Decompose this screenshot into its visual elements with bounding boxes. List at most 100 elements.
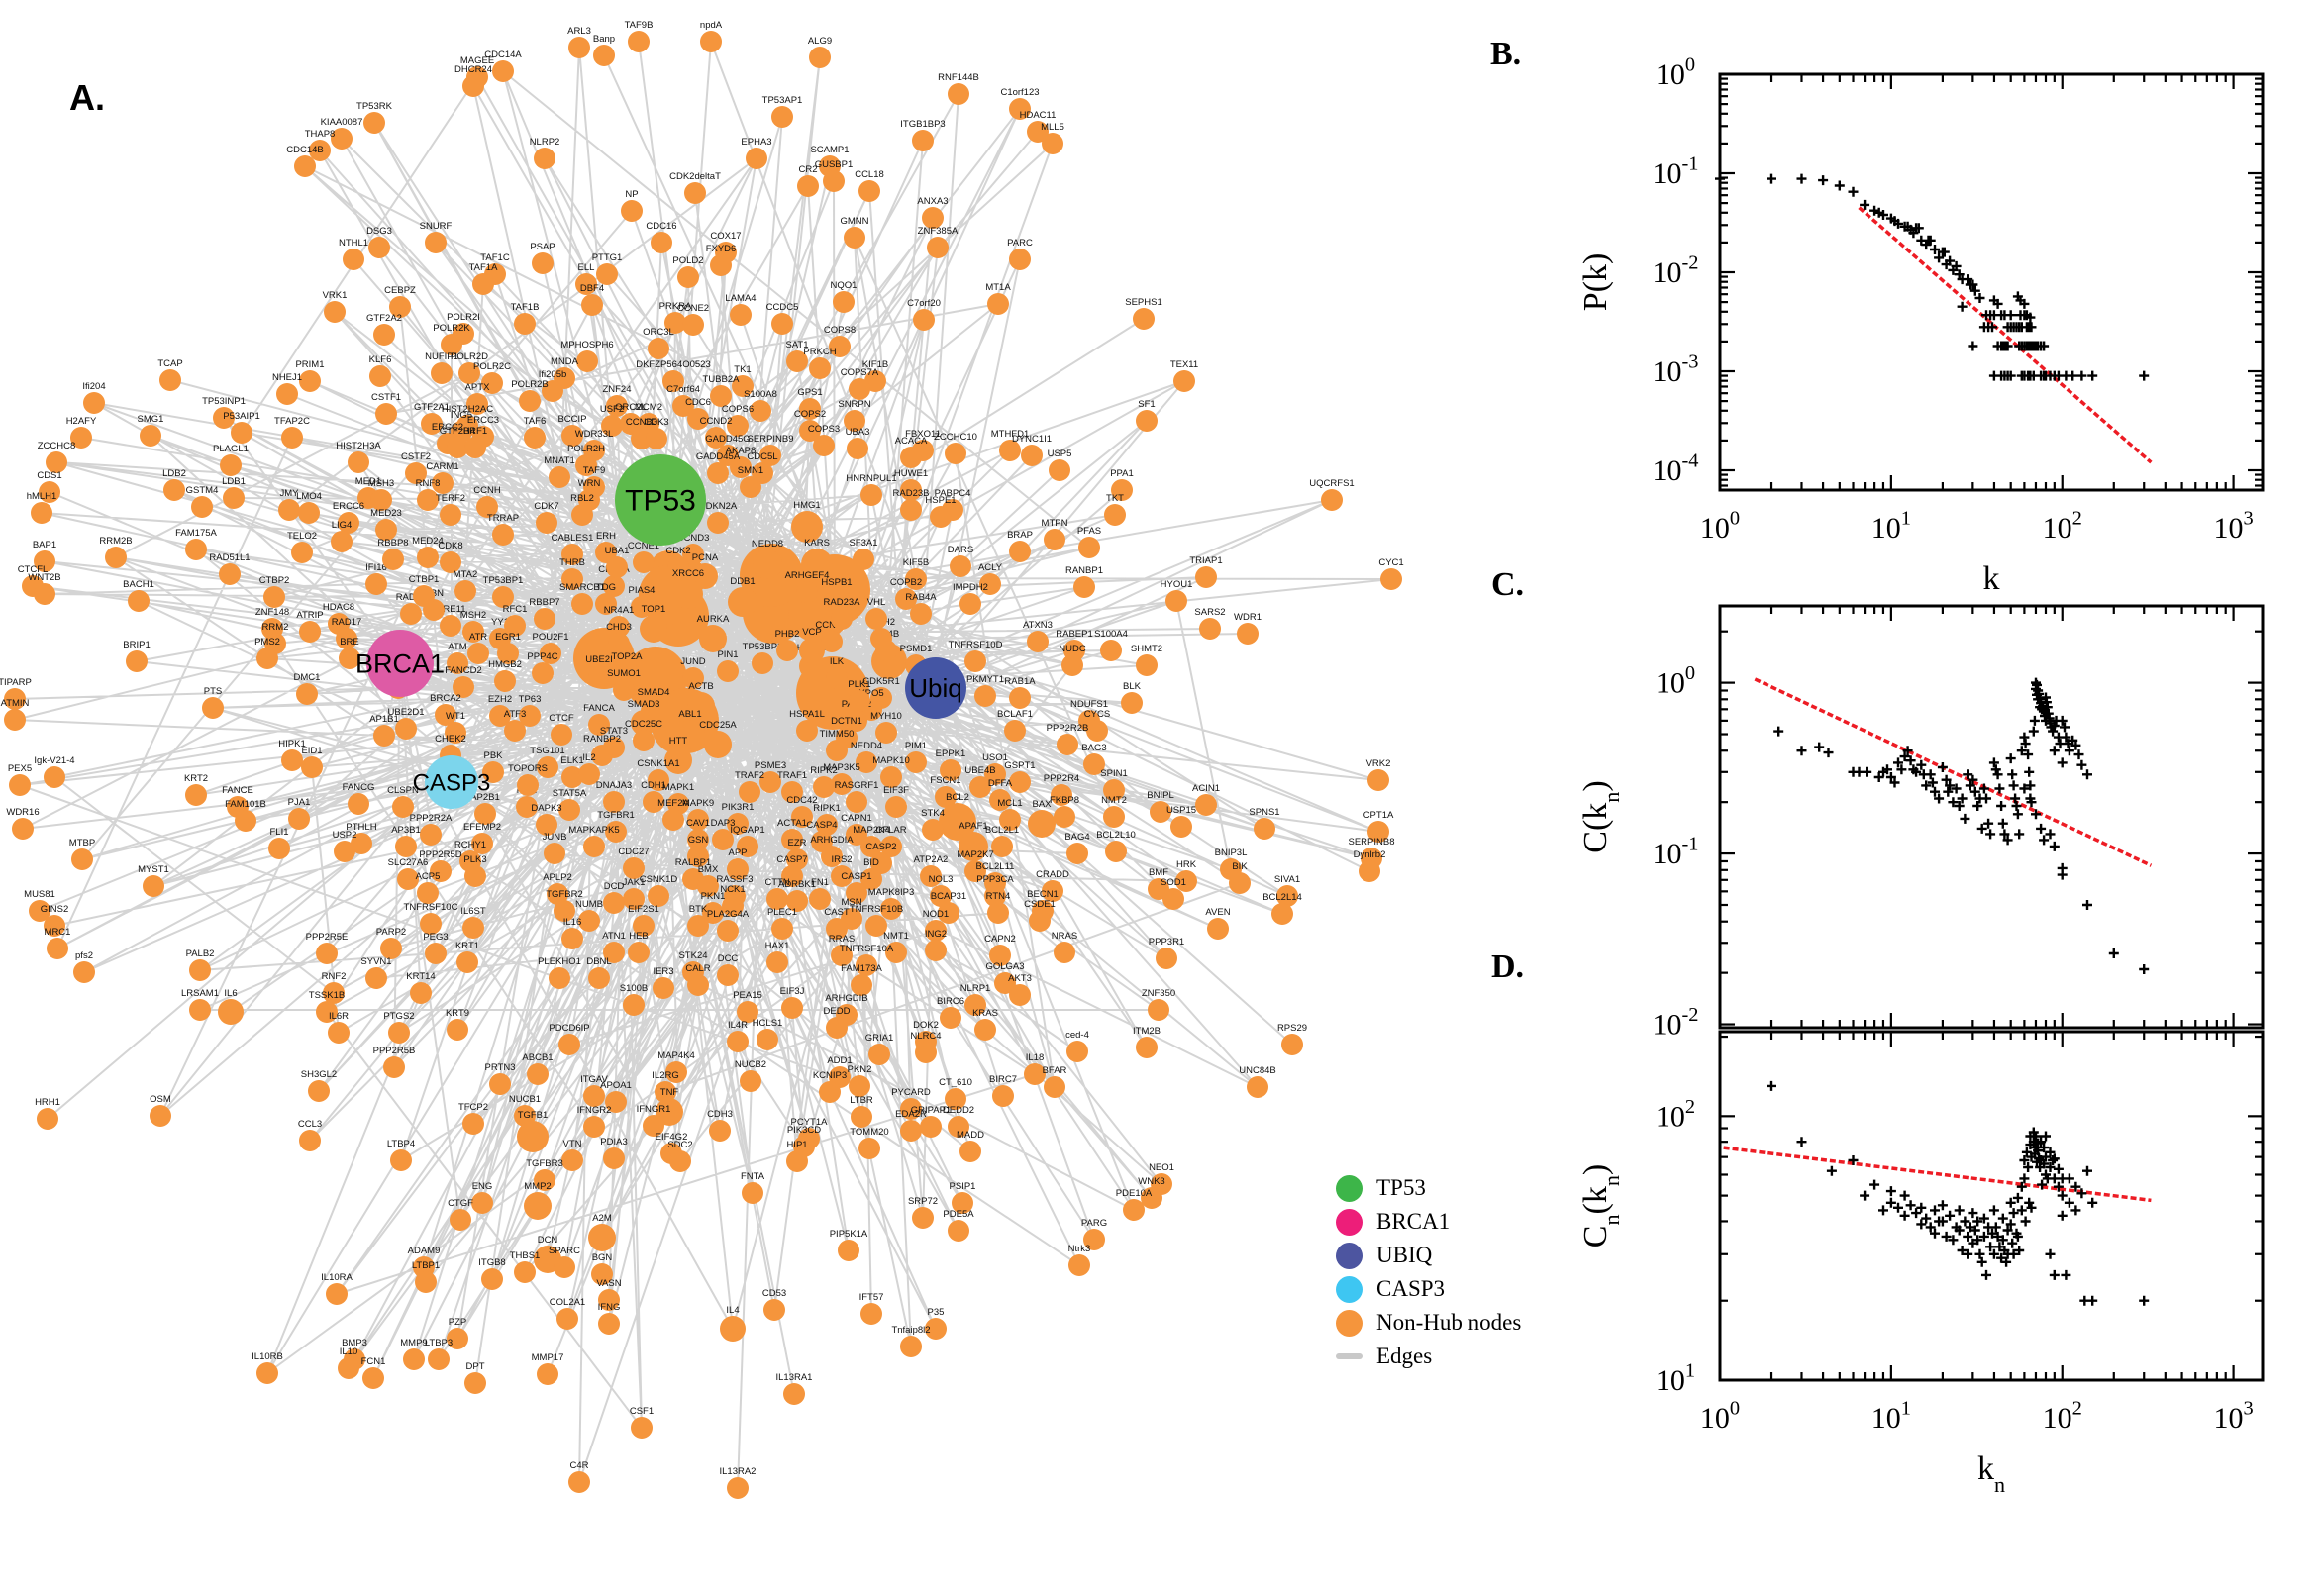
- network-node[interactable]: [561, 766, 583, 788]
- network-node[interactable]: [1207, 918, 1229, 940]
- network-node[interactable]: [710, 254, 732, 276]
- network-node[interactable]: [497, 643, 519, 664]
- network-node[interactable]: [1100, 640, 1122, 661]
- network-node[interactable]: [1061, 654, 1083, 676]
- network-node[interactable]: [447, 1019, 468, 1041]
- network-node[interactable]: [633, 730, 655, 751]
- network-node[interactable]: [288, 808, 310, 830]
- network-node[interactable]: [578, 910, 600, 932]
- network-node[interactable]: [821, 846, 843, 867]
- network-node[interactable]: [858, 180, 880, 202]
- network-node[interactable]: [445, 722, 466, 744]
- network-node[interactable]: [851, 1106, 872, 1128]
- network-node[interactable]: [380, 938, 402, 959]
- network-node[interactable]: [964, 860, 986, 882]
- network-node[interactable]: [368, 237, 390, 258]
- network-node[interactable]: [316, 943, 338, 964]
- network-node[interactable]: [441, 334, 462, 355]
- network-node[interactable]: [786, 848, 808, 870]
- network-node[interactable]: [727, 415, 749, 437]
- network-node[interactable]: [717, 964, 739, 986]
- network-node[interactable]: [720, 1316, 746, 1342]
- network-node[interactable]: [1027, 631, 1049, 652]
- network-node[interactable]: [558, 1034, 580, 1055]
- network-node[interactable]: [682, 544, 704, 565]
- network-node[interactable]: [994, 972, 1016, 994]
- network-node[interactable]: [44, 766, 65, 788]
- network-node[interactable]: [294, 155, 316, 177]
- network-node[interactable]: [999, 809, 1021, 831]
- network-node[interactable]: [1009, 687, 1031, 709]
- network-node[interactable]: [831, 773, 853, 795]
- network-node[interactable]: [281, 427, 303, 449]
- network-node[interactable]: [598, 1313, 620, 1335]
- hub-node-ubiq[interactable]: [905, 657, 966, 719]
- network-node[interactable]: [979, 573, 1001, 595]
- network-node[interactable]: [343, 249, 364, 270]
- network-node[interactable]: [492, 60, 514, 82]
- network-node[interactable]: [905, 751, 927, 773]
- network-node[interactable]: [489, 705, 511, 727]
- network-node[interactable]: [549, 466, 570, 488]
- network-node[interactable]: [534, 148, 556, 169]
- network-node[interactable]: [809, 888, 831, 910]
- network-node[interactable]: [432, 472, 454, 494]
- network-node[interactable]: [781, 829, 803, 850]
- network-node[interactable]: [913, 309, 935, 331]
- network-node[interactable]: [875, 722, 897, 744]
- network-node[interactable]: [740, 1070, 761, 1092]
- network-node[interactable]: [1148, 999, 1169, 1021]
- network-node[interactable]: [482, 761, 504, 783]
- network-node[interactable]: [519, 390, 541, 412]
- network-node[interactable]: [400, 603, 422, 625]
- network-node[interactable]: [648, 769, 669, 791]
- network-node[interactable]: [799, 398, 821, 420]
- network-node[interactable]: [631, 596, 653, 618]
- network-node[interactable]: [846, 824, 867, 846]
- network-node[interactable]: [880, 766, 902, 788]
- network-node[interactable]: [519, 705, 541, 727]
- network-node[interactable]: [739, 781, 760, 803]
- network-node[interactable]: [390, 1149, 412, 1171]
- network-node[interactable]: [581, 294, 603, 316]
- network-node[interactable]: [532, 662, 554, 684]
- network-node[interactable]: [771, 106, 793, 128]
- network-node[interactable]: [1105, 841, 1127, 862]
- network-node[interactable]: [450, 1209, 471, 1231]
- network-node[interactable]: [218, 999, 244, 1025]
- network-node[interactable]: [952, 1192, 973, 1214]
- network-node[interactable]: [213, 407, 235, 429]
- network-node[interactable]: [757, 1029, 778, 1050]
- network-node[interactable]: [687, 915, 709, 937]
- network-node[interactable]: [481, 1268, 503, 1290]
- network-node[interactable]: [925, 940, 947, 961]
- network-node[interactable]: [12, 818, 34, 840]
- network-node[interactable]: [1136, 1037, 1158, 1058]
- network-node[interactable]: [856, 954, 877, 976]
- network-node[interactable]: [105, 547, 127, 568]
- network-node[interactable]: [687, 829, 709, 850]
- network-node[interactable]: [185, 539, 207, 560]
- network-node[interactable]: [583, 1085, 605, 1107]
- network-node[interactable]: [665, 1061, 687, 1083]
- network-node[interactable]: [1150, 801, 1171, 823]
- network-node[interactable]: [334, 841, 355, 862]
- network-node[interactable]: [826, 918, 848, 940]
- network-node[interactable]: [1121, 692, 1143, 714]
- network-node[interactable]: [631, 710, 656, 736]
- network-node[interactable]: [326, 1283, 348, 1305]
- network-node[interactable]: [1029, 910, 1051, 932]
- network-node[interactable]: [425, 943, 447, 964]
- network-node[interactable]: [865, 608, 887, 630]
- network-node[interactable]: [865, 915, 887, 937]
- network-node[interactable]: [682, 314, 704, 336]
- network-node[interactable]: [1229, 872, 1251, 894]
- network-node[interactable]: [809, 47, 831, 68]
- network-node[interactable]: [664, 312, 686, 334]
- network-node[interactable]: [910, 603, 932, 625]
- network-node[interactable]: [516, 796, 538, 818]
- network-node[interactable]: [856, 751, 877, 773]
- network-node[interactable]: [235, 810, 256, 832]
- network-node[interactable]: [1054, 806, 1075, 828]
- network-node[interactable]: [728, 587, 758, 617]
